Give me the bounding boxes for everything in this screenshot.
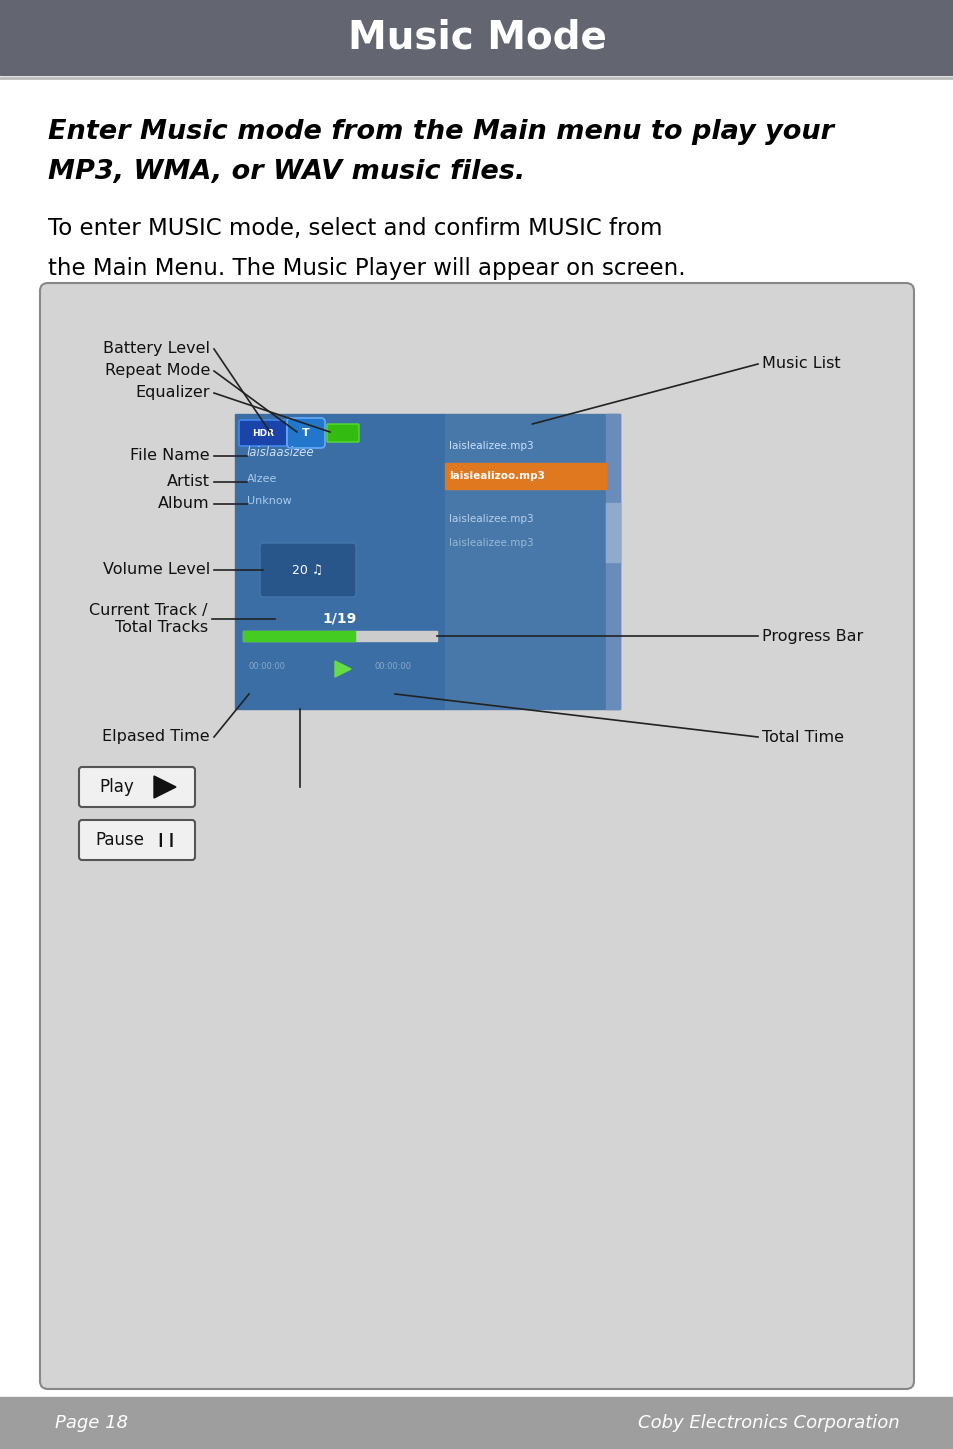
Text: T: T (302, 427, 310, 438)
Text: 00:00:00: 00:00:00 (249, 662, 286, 671)
Bar (234, 414, 444, 709)
Text: Alzee: Alzee (247, 474, 277, 484)
Bar (0, 1397, 953, 1449)
FancyBboxPatch shape (40, 283, 913, 1390)
Text: Music Mode: Music Mode (347, 19, 606, 57)
Bar (605, 414, 619, 709)
Text: 1/19: 1/19 (322, 611, 356, 626)
Text: Total Time: Total Time (761, 729, 843, 745)
Text: Battery Level: Battery Level (103, 342, 210, 356)
Text: Repeat Mode: Repeat Mode (105, 364, 210, 378)
FancyBboxPatch shape (327, 425, 358, 442)
FancyBboxPatch shape (287, 417, 325, 448)
Text: Equalizer: Equalizer (135, 385, 210, 400)
Text: Enter Music mode from the Main menu to play your: Enter Music mode from the Main menu to p… (48, 119, 833, 145)
Text: Artist: Artist (167, 474, 210, 490)
Text: ❙❙: ❙❙ (154, 833, 177, 848)
Text: 20 ♫: 20 ♫ (293, 564, 323, 577)
Text: Unknow: Unknow (247, 496, 292, 506)
Text: Album: Album (158, 497, 210, 511)
Text: 00:00:00: 00:00:00 (375, 662, 412, 671)
Text: Music List: Music List (761, 356, 840, 371)
Text: Pause: Pause (95, 830, 144, 849)
Bar (444, 464, 605, 488)
Text: the Main Menu. The Music Player will appear on screen.: the Main Menu. The Music Player will app… (48, 256, 685, 280)
Bar (605, 503, 619, 562)
Text: laislealizee.mp3: laislealizee.mp3 (448, 514, 533, 525)
Text: Current Track /: Current Track / (90, 603, 208, 617)
FancyBboxPatch shape (260, 543, 355, 597)
Text: laislealizee.mp3: laislealizee.mp3 (448, 440, 533, 451)
FancyBboxPatch shape (79, 820, 194, 861)
FancyBboxPatch shape (239, 420, 287, 446)
Text: MP3, WMA, or WAV music files.: MP3, WMA, or WAV music files. (48, 159, 524, 185)
Bar (243, 630, 355, 640)
Polygon shape (153, 777, 175, 798)
Text: Play: Play (99, 778, 134, 796)
Text: HDR: HDR (252, 429, 274, 438)
Polygon shape (335, 661, 351, 677)
Text: File Name: File Name (131, 449, 210, 464)
Text: laislealizoo.mp3: laislealizoo.mp3 (448, 471, 544, 481)
Text: To enter MUSIC mode, select and confirm MUSIC from: To enter MUSIC mode, select and confirm … (48, 217, 661, 241)
FancyBboxPatch shape (79, 767, 194, 807)
Bar (444, 414, 619, 709)
Text: laislaasizee: laislaasizee (247, 446, 314, 459)
Text: Coby Electronics Corporation: Coby Electronics Corporation (638, 1414, 899, 1432)
Text: Total Tracks: Total Tracks (114, 620, 208, 636)
Text: Elpased Time: Elpased Time (102, 729, 210, 745)
Bar (0, 0, 953, 75)
Text: Progress Bar: Progress Bar (761, 629, 862, 643)
Text: laislealizee.mp3: laislealizee.mp3 (448, 538, 533, 548)
Bar (243, 630, 436, 640)
Text: Volume Level: Volume Level (103, 562, 210, 578)
Text: Page 18: Page 18 (55, 1414, 128, 1432)
